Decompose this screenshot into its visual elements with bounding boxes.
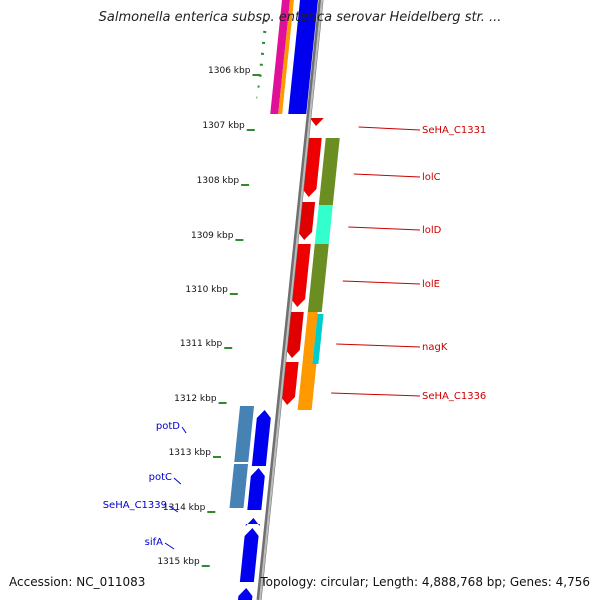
feature-band-bg [150,0,378,600]
backbone-highlight [259,0,323,600]
top-feature-band [278,0,294,114]
reverse-gene-label: SeHA_C1339 [103,500,167,511]
feature-bands [150,0,378,600]
tick-label: 1314 kbp [163,503,206,513]
tick-marks: 1306 kbp 1307 kbp 1308 kbp 1309 kbp 1310 kbp… [157,66,261,567]
reverse-gene-arrow [247,468,265,510]
reverse-gene-label: potD [156,421,180,432]
tick-label: 1310 kbp [185,285,228,295]
forward-gene-leader [342,280,421,285]
reverse-gene-leader [168,505,179,513]
reverse-gene-label: sifA [145,537,164,548]
forward-gene-leader [348,226,421,231]
forward-gene-arrow [285,312,304,358]
forward-feature-band [318,138,340,205]
tick-label: 1311 kbp [180,339,223,349]
reverse-feature-band [229,464,249,508]
tick-label: 1306 kbp [208,66,251,76]
summary-text: Topology: circular; Length: 4,888,768 bp… [260,575,590,589]
reverse-gene-arrow [251,410,271,466]
forward-feature-band [312,314,324,364]
forward-gene-label: SeHA_C1331 [422,125,486,136]
forward-feature-band [307,244,329,312]
reverse-gene-leader [181,426,187,434]
tick-label: 1308 kbp [197,176,240,186]
gene-labels: SeHA_C1331 lolC lolD lolE nagK SeHA_C1336 potD… [103,125,486,550]
forward-feature-band [314,205,333,244]
reverse-gene-leader [173,477,182,485]
reverse-gene-leader [164,542,175,550]
reverse-gene-arrow [245,518,260,526]
top-feature-band [282,0,298,114]
forward-gene-leader [353,173,421,178]
forward-gene-label: lolC [422,172,441,183]
top-feature-band [270,0,290,114]
forward-gene-arrow [298,202,316,240]
forward-gene-arrow [309,118,324,126]
top-feature-band [288,0,318,114]
forward-gene-leader [331,392,421,397]
map-title: Salmonella enterica subsp. enterica sero… [98,10,502,25]
forward-gene-label: SeHA_C1336 [422,391,486,402]
accession-text: Accession: NC_011083 [9,575,146,589]
forward-gene-label: lolE [422,279,440,290]
reverse-gene-arrow [239,528,259,582]
reverse-gene-label: potC [149,472,172,483]
forward-gene-leader [336,343,421,348]
reverse-gene-arrow [238,588,253,600]
backbone [256,0,324,600]
forward-gene-label: lolD [422,225,442,236]
reverse-feature-band [234,406,255,462]
forward-feature-band [297,364,317,410]
tick-label: 1307 kbp [202,121,245,131]
tick-label: 1312 kbp [174,394,217,404]
tick-label: 1315 kbp [157,557,200,567]
forward-gene-label: nagK [422,342,448,353]
forward-gene-arrow [280,362,299,405]
tick-label: 1309 kbp [191,231,234,241]
forward-gene-leader [358,126,421,131]
forward-feature-band [302,312,318,364]
tick-label: 1313 kbp [169,448,212,458]
